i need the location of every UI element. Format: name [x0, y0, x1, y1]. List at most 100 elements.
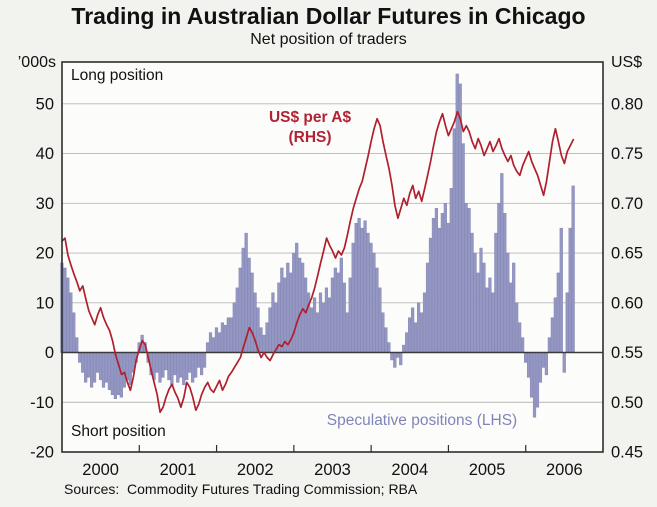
speculative-position-bar [92, 352, 97, 383]
speculative-position-bar [538, 352, 543, 383]
speculative-position-bar [428, 237, 433, 353]
speculative-position-bar [312, 297, 317, 353]
speculative-position-bar [351, 242, 355, 353]
speculative-position-bar [562, 352, 566, 373]
x-year-label: 2000 [82, 461, 119, 479]
speculative-position-bar [431, 217, 436, 353]
plot-background [62, 62, 603, 452]
speculative-position-bar [229, 317, 233, 353]
speculative-position-bar [506, 252, 510, 353]
speculative-position-bar [208, 332, 213, 353]
speculative-position-bar [164, 352, 168, 371]
speculative-position-bar [274, 302, 278, 353]
speculative-position-bar [298, 257, 302, 353]
speculative-position-bar [556, 272, 560, 353]
left-axis-tick-label: 50 [36, 95, 54, 113]
speculative-position-bar [526, 352, 531, 378]
speculative-position-bar [188, 352, 192, 373]
speculative-position-bar [84, 352, 88, 383]
speculative-position-bar [167, 352, 171, 381]
speculative-position-bar [443, 203, 447, 353]
speculative-position-bar [87, 352, 91, 378]
speculative-position-bar [461, 143, 465, 353]
left-axis-tick-label: 20 [36, 245, 54, 263]
speculative-position-bar [128, 352, 132, 386]
speculative-position-bar [488, 277, 492, 353]
speculative-position-bar [277, 282, 281, 353]
speculative-position-bar [104, 352, 109, 383]
speculative-position-bar [476, 272, 480, 353]
sources-note: Sources: Commodity Futures Trading Commi… [64, 481, 418, 497]
x-year-label: 2003 [314, 461, 351, 479]
speculative-position-bar [565, 292, 569, 353]
speculative-position-bar [265, 322, 269, 353]
speculative-position-bar [467, 208, 471, 353]
right-axis-tick-label: 0.65 [611, 245, 643, 263]
speculative-position-bar [235, 287, 239, 353]
speculative-position-bar [482, 262, 486, 353]
speculative-position-bar [414, 322, 418, 353]
speculative-position-bar [182, 352, 186, 386]
speculative-position-bar [354, 222, 358, 353]
speculative-position-bar [232, 302, 236, 353]
x-year-label: 2006 [546, 461, 583, 479]
left-axis-tick-label: 40 [36, 145, 54, 163]
speculative-position-bar [211, 337, 216, 353]
speculative-position-bar [69, 292, 73, 353]
speculative-position-bar [268, 307, 272, 353]
speculative-position-bar [515, 302, 519, 353]
left-axis-tick-label: 10 [36, 294, 54, 312]
speculative-position-bar [408, 317, 412, 353]
speculative-position-bar [494, 232, 498, 353]
speculative-position-bar [411, 307, 415, 353]
speculative-position-bar [518, 322, 522, 353]
speculative-position-bar [381, 312, 385, 353]
left-axis-tick-label: -20 [30, 444, 54, 462]
left-axis-tick-label: 30 [36, 195, 54, 213]
speculative-position-bar [369, 242, 373, 353]
speculative-position-bar [309, 307, 314, 353]
plot-frame [61, 61, 604, 453]
speculative-position-bar [452, 128, 456, 353]
speculative-position-bar [387, 342, 391, 353]
speculative-position-bar [262, 334, 266, 353]
speculative-position-bar [110, 352, 114, 396]
speculative-position-bar [205, 342, 210, 353]
x-year-label: 2005 [469, 461, 506, 479]
speculative-position-bar [214, 327, 219, 353]
speculative-position-bar [357, 217, 361, 353]
speculative-position-bar [202, 352, 207, 368]
speculative-position-bar [286, 262, 290, 353]
speculative-position-bar [107, 352, 112, 391]
speculative-position-bar [155, 352, 159, 373]
speculative-position-bar [301, 262, 305, 353]
chart-title: Trading in Australian Dollar Futures in … [71, 3, 586, 29]
speculative-position-bar [125, 352, 129, 381]
chart-subtitle: Net position of traders [250, 31, 407, 48]
speculative-position-bar [327, 297, 331, 353]
speculative-position-bar [559, 227, 563, 353]
speculative-position-bar [512, 262, 516, 353]
speculative-position-bar [348, 277, 352, 353]
speculative-position-bar [330, 277, 334, 353]
speculative-position-bar [90, 352, 94, 388]
speculative-position-bar [223, 324, 227, 353]
speculative-position-bar [541, 352, 546, 368]
speculative-position-bar [81, 352, 85, 373]
speculative-position-bar [98, 352, 103, 381]
speculative-position-bar [524, 352, 528, 363]
speculative-position-bar [449, 188, 453, 353]
speculative-position-bar [553, 297, 557, 353]
speculative-position-bar [497, 203, 501, 353]
speculative-position-bar [194, 352, 198, 378]
speculative-position-bar [366, 232, 370, 353]
speculative-position-bar [479, 247, 483, 353]
speculative-position-bar [324, 287, 329, 353]
speculative-position-bar [384, 327, 388, 353]
speculative-position-bar [491, 292, 495, 353]
speculative-position-bar [422, 292, 427, 353]
speculative-position-bar [550, 317, 554, 353]
speculative-position-bar [568, 227, 572, 353]
speculative-position-bar [372, 252, 376, 353]
right-axis-tick-label: 0.75 [611, 145, 643, 163]
